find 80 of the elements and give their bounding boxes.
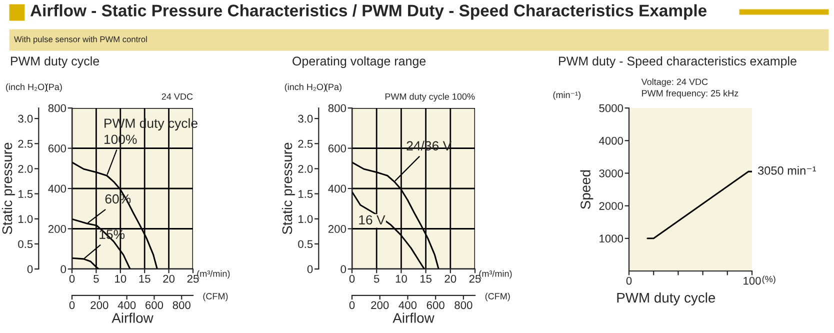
y2-tick-label: 1.0 [18, 215, 33, 223]
chart-title: PWM duty - Speed characteristics example [559, 56, 796, 68]
y2-tick-label: 2.0 [298, 164, 313, 173]
y2-tick-label: 0.5 [298, 240, 313, 248]
y2-tick-label: 2.5 [298, 140, 313, 148]
x-tick-label: 0 [626, 276, 632, 285]
y-tick-label: 2000 [599, 202, 624, 210]
annotation: 3050 min⁻¹ [758, 166, 816, 175]
x2-tick-label: 800 [172, 301, 190, 310]
x-tick-label: 5 [94, 274, 99, 283]
x-tick-label: 100 [744, 276, 761, 285]
text: Voltage: 24 VDC [641, 78, 708, 87]
y2-axis-title: Static pressure [2, 142, 15, 234]
text: (m³/min) [197, 270, 230, 279]
x-tick-label: 20 [163, 274, 175, 283]
y2-axis-title: Static pressure [282, 142, 295, 234]
y-axis-title: Speed [580, 170, 594, 209]
y2-tick-label: 0 [27, 265, 33, 274]
text: Airflow - Static Pressure Characteristics / PWM Duty - Speed Characteristics Example [30, 4, 707, 20]
y-tick-label: 600 [48, 144, 66, 152]
y-tick-label: 200 [48, 225, 66, 233]
y2-tick-label: 2.5 [18, 140, 33, 148]
x-tick-label: 15 [139, 274, 150, 283]
text: (Pa) [46, 83, 62, 92]
x-axis-title: Airflow [392, 312, 434, 323]
text: (%) [762, 276, 776, 284]
y2-tick-label: 3.0 [298, 114, 313, 123]
x-axis-title: PWM duty cycle [617, 292, 716, 306]
y2-tick-label: 1.5 [298, 190, 313, 198]
x-tick-label: 10 [115, 274, 126, 283]
y-tick-label: 4000 [598, 136, 624, 145]
text: (CFM) [203, 292, 228, 302]
y2-tick-label: 0.5 [18, 240, 33, 248]
x-tick-label: 0 [69, 274, 75, 283]
x2-tick-label: 200 [371, 301, 389, 310]
y2-tick-label: 2.0 [18, 164, 33, 173]
y-tick-label: 0 [340, 265, 346, 274]
x-tick-label: 20 [444, 274, 456, 283]
series-label: 16 V [359, 215, 386, 225]
text: (CFM) [485, 292, 510, 302]
x-tick-label: 0 [349, 274, 355, 283]
y2-tick-label: 3.0 [18, 114, 33, 123]
y-tick-label: 600 [328, 144, 346, 152]
x-tick-label: 25 [187, 274, 199, 283]
x2-tick-label: 600 [146, 301, 164, 310]
chart-title: PWM duty cycle [11, 56, 100, 68]
text: (inch H₂O) [284, 83, 326, 92]
x2-tick-label: 600 [426, 301, 444, 310]
y2-tick-label: 1.0 [298, 215, 313, 223]
x-tick-label: 10 [396, 274, 407, 283]
y-tick-label: 1000 [600, 234, 624, 243]
text: PWM duty cycle 100% [385, 93, 475, 102]
x-tick-label: 15 [420, 274, 432, 283]
text: PWM frequency: 25 kHz [642, 90, 738, 98]
x2-tick-label: 400 [118, 301, 136, 310]
y-tick-label: 3000 [599, 169, 624, 178]
y2-tick-label: 0 [307, 265, 313, 274]
x-tick-label: 25 [469, 274, 481, 283]
text: With pulse sensor with PWM control [14, 36, 147, 44]
y-tick-label: 5000 [599, 104, 624, 112]
y-tick-label: 400 [48, 184, 66, 193]
x2-tick-label: 800 [454, 301, 472, 310]
y2-tick-label: 1.5 [18, 190, 33, 198]
x2-tick-label: 0 [69, 301, 75, 310]
x2-tick-label: 200 [90, 301, 108, 310]
text: 24 VDC [162, 93, 193, 100]
y-tick-label: 0 [60, 265, 66, 274]
text: (Pa) [326, 83, 342, 92]
y-tick-label: 800 [48, 104, 66, 112]
text: (inch H₂O) [6, 83, 48, 92]
x2-tick-label: 400 [398, 301, 417, 310]
y-tick-label: 400 [328, 184, 346, 193]
chart-title: Operating voltage range [292, 56, 426, 68]
text: (m³/min) [479, 270, 512, 279]
x-axis-title: Airflow [112, 312, 154, 323]
x-tick-label: 5 [374, 274, 380, 283]
y-tick-label: 800 [328, 104, 346, 112]
x2-tick-label: 0 [349, 301, 355, 310]
y-tick-label: 200 [328, 225, 346, 233]
text: (min⁻¹) [553, 91, 581, 100]
